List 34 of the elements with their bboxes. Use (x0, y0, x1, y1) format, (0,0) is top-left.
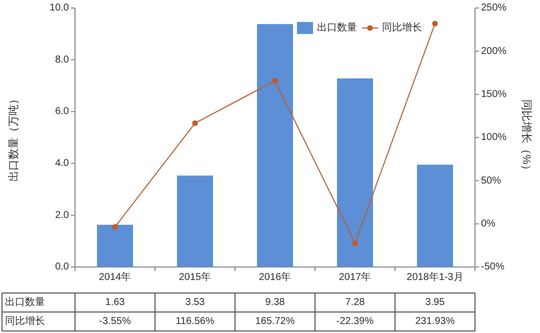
y2-tick-label: 100% (481, 132, 507, 144)
legend-label: 同比增长 (382, 22, 422, 34)
x-tick-label: 2018年1-3月 (406, 271, 464, 283)
data-label: 116.56% (176, 316, 214, 328)
data-label: 9.38 (265, 297, 286, 308)
y2-tick-label: 0% (481, 218, 496, 230)
data-label: 165.72% (255, 316, 295, 328)
legend-label: 出口数量 (317, 22, 357, 34)
y2-axis-title: 同比增长（%） (520, 100, 534, 176)
data-label: 1.63 (105, 297, 126, 308)
y2-tick-label: 150% (481, 88, 507, 100)
y2-tick-label: -50% (481, 262, 504, 273)
y-tick-label: 0.0 (55, 262, 70, 273)
x-tick-label: 2017年 (338, 271, 372, 283)
y2-tick-label: 200% (481, 46, 507, 57)
y-tick-label: 8.0 (55, 54, 70, 66)
y-axis-title: 出口数量（万吨） (6, 94, 20, 182)
x-tick-label: 2016年 (258, 271, 292, 283)
y-tick-label: 6.0 (55, 106, 70, 118)
text: 同比增长 (5, 316, 45, 328)
y-tick-label: 4.0 (55, 158, 70, 170)
x-tick-label: 2015年 (178, 271, 212, 283)
data-label: 3.95 (425, 297, 446, 308)
data-label: -3.55% (99, 316, 131, 328)
data-label: 3.53 (185, 297, 206, 308)
y2-tick-label: 50% (481, 175, 502, 186)
data-label: -22.39% (336, 316, 374, 328)
y-tick-label: 10.0 (50, 2, 70, 14)
y2-tick-label: 250% (481, 2, 507, 14)
data-label: 231.93% (415, 316, 455, 328)
data-label: 7.28 (345, 297, 366, 308)
x-tick-label: 2014年 (98, 271, 132, 283)
text: 出口数量 (5, 297, 45, 308)
y-tick-label: 2.0 (55, 210, 70, 221)
